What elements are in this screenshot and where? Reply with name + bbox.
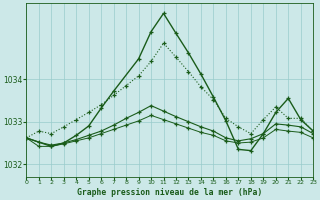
X-axis label: Graphe pression niveau de la mer (hPa): Graphe pression niveau de la mer (hPa) [77, 188, 262, 197]
